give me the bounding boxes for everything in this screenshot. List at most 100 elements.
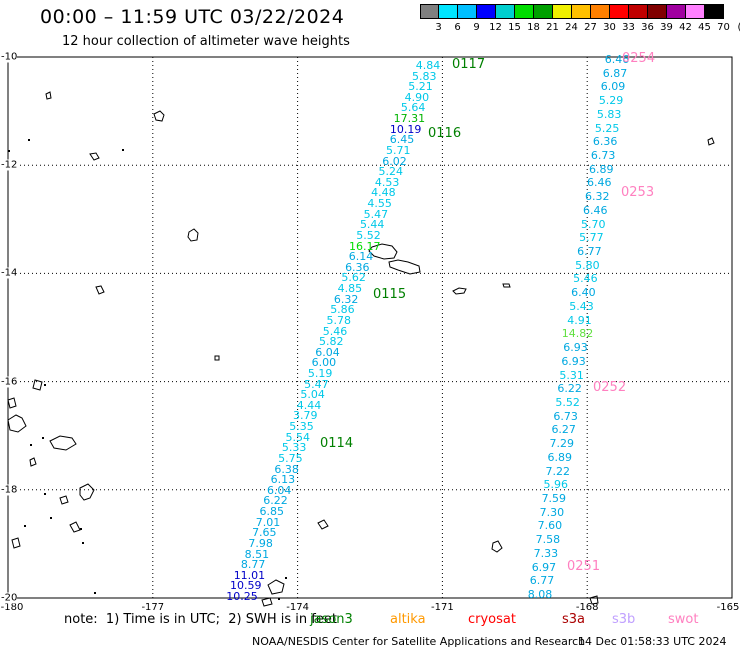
west-track-value: 4.55 [367, 197, 392, 211]
west-track-value: 6.14 [348, 250, 374, 264]
island-fiji-2 [49, 435, 77, 451]
islet [44, 493, 46, 495]
east-track-value: 6.87 [602, 66, 628, 80]
west-track-value: 10.59 [229, 579, 262, 593]
scale-label: 36 [641, 22, 654, 33]
island-a [153, 110, 165, 122]
west-track-value: 6.85 [259, 505, 285, 519]
east-track-value: 6.40 [571, 286, 596, 300]
island-fiji-4 [79, 483, 95, 501]
east-track-value: 7.58 [535, 533, 561, 547]
east-track-value: 14.82 [561, 327, 594, 341]
lat-tick-label: -20 [1, 592, 18, 604]
page-title: 00:00 – 11:59 UTC 03/22/2024 [40, 6, 345, 28]
west-track-value: 6.02 [382, 154, 407, 168]
east-track-value: 6.46 [604, 53, 630, 66]
island-tonga-4 [491, 540, 503, 553]
west-track-value: 6.38 [274, 462, 299, 476]
scale-label: 42 [679, 22, 692, 33]
east-track-value: 7.33 [533, 546, 559, 560]
west-track-value: 8.51 [244, 547, 270, 561]
islet [8, 150, 10, 152]
note-text: note: 1) Time is in UTC; 2) SWH is in fe… [64, 612, 337, 627]
east-track-value: 6.27 [551, 423, 576, 437]
satellite-swot: swot [668, 612, 699, 627]
scale-label: (ft) [733, 22, 740, 33]
west-track-value: 5.46 [322, 324, 348, 338]
scale-label: 27 [584, 22, 597, 33]
scale-label: 24 [565, 22, 578, 33]
island-tonga-3 [317, 519, 329, 530]
east-track-value: 4.91 [567, 313, 592, 327]
west-track-value: 5.71 [385, 143, 411, 157]
pass-number-label: 0117 [452, 57, 486, 72]
east-track-value: 5.43 [569, 299, 594, 313]
satellite-jason3: jason3 [310, 612, 353, 627]
west-track-value: 5.33 [281, 441, 307, 455]
east-track-value: 5.96 [543, 478, 569, 492]
lat-tick-label: -16 [1, 376, 18, 388]
islet [50, 517, 52, 519]
island-tutuila [452, 287, 467, 295]
island-fiji-8 [7, 397, 17, 409]
island-niue [707, 137, 715, 146]
scale-label: 21 [546, 22, 559, 33]
pass-number-label: 0251 [567, 559, 601, 574]
islet [42, 437, 44, 439]
island-d [95, 285, 105, 295]
west-track-value: 17.31 [393, 112, 426, 126]
west-track-value: 6.45 [389, 133, 415, 147]
east-track-value: 6.22 [557, 382, 582, 396]
scale-label: 30 [603, 22, 616, 33]
west-track-value: 10.19 [389, 122, 422, 136]
scale-label: 39 [660, 22, 673, 33]
east-track-value: 6.93 [563, 341, 588, 355]
east-track-value: 6.89 [588, 162, 614, 176]
satellite-s3b: s3b [612, 612, 636, 627]
east-track-value: 7.60 [537, 519, 563, 533]
west-track-value: 5.24 [378, 165, 404, 179]
west-track-value: 5.82 [319, 335, 344, 349]
west-track-value: 5.04 [300, 388, 325, 402]
islet [24, 525, 26, 527]
east-track-value: 6.09 [600, 80, 626, 94]
east-track-value: 8.08 [527, 588, 553, 601]
east-track-value: 6.93 [561, 354, 586, 368]
west-track-value: 16.17 [349, 239, 381, 253]
west-track-value: 5.75 [278, 451, 303, 465]
lon-tick-label: -174 [286, 602, 309, 613]
satellite-altika: altika [390, 612, 426, 627]
island-savaii [368, 243, 398, 260]
west-track-value: 4.53 [374, 175, 400, 189]
west-track-value: 6.36 [345, 260, 370, 274]
islet [28, 139, 30, 141]
island-fiji-1 [7, 414, 27, 433]
lon-tick-label: -171 [431, 602, 454, 613]
west-track-value: 5.62 [341, 271, 366, 285]
west-track-value: 6.04 [266, 483, 292, 497]
lon-tick-label: -180 [0, 602, 24, 613]
lon-tick-label: -177 [141, 602, 165, 613]
west-track-value: 5.47 [304, 377, 329, 391]
page-subtitle: 12 hour collection of altimeter wave hei… [62, 34, 350, 49]
east-track-value: 7.30 [539, 505, 565, 519]
island-wallis [187, 228, 199, 242]
island-fiji-6 [29, 457, 37, 467]
scale-swatch [534, 4, 553, 19]
island-b [45, 91, 52, 100]
island-fiji-5 [11, 537, 21, 549]
west-track-value: 5.78 [326, 313, 351, 327]
scale-swatch [572, 4, 591, 19]
islet [80, 528, 82, 530]
west-track-value: 5.83 [412, 69, 437, 83]
east-track-value: 5.29 [598, 94, 624, 108]
pass-number-label: 0254 [622, 51, 656, 66]
lat-tick-label: -10 [1, 51, 18, 63]
scale-swatch [439, 4, 458, 19]
east-track-value: 6.46 [586, 176, 612, 190]
islands [7, 91, 715, 607]
west-track-value: 5.47 [363, 207, 389, 221]
east-track-value: 7.59 [541, 491, 567, 505]
islet [122, 149, 124, 151]
west-track-value: 6.13 [270, 473, 296, 487]
